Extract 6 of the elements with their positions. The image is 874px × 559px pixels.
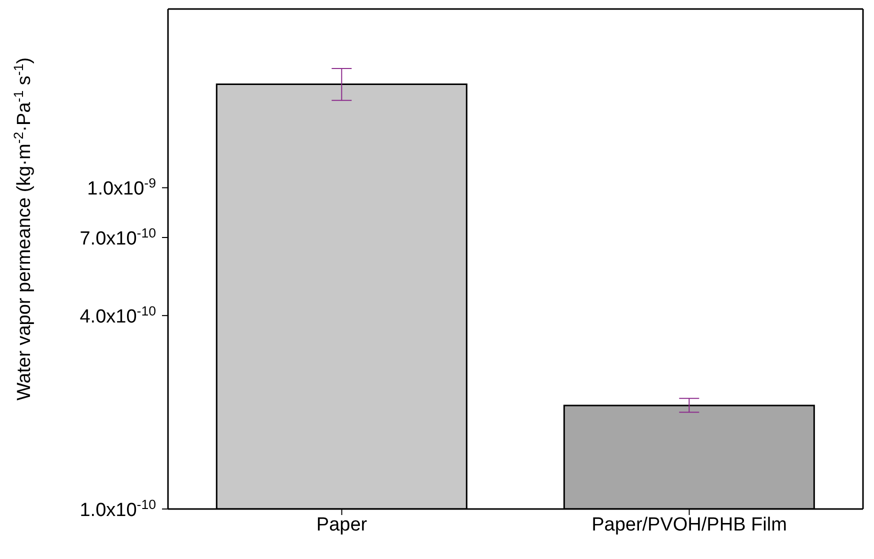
x-tick-label: Paper — [316, 514, 368, 536]
y-tick-label: 7.0x10$^{-10}$ — [80, 224, 156, 250]
x-tick-label: Paper/PVOH/PHB Film — [592, 514, 787, 536]
y-tick-label: 1.0x10$^{-10}$ — [80, 496, 156, 521]
y-tick-label: 1.0x10$^{-9}$ — [87, 175, 156, 200]
y-tick-label: 4.0x10$^{-10}$ — [80, 303, 156, 328]
